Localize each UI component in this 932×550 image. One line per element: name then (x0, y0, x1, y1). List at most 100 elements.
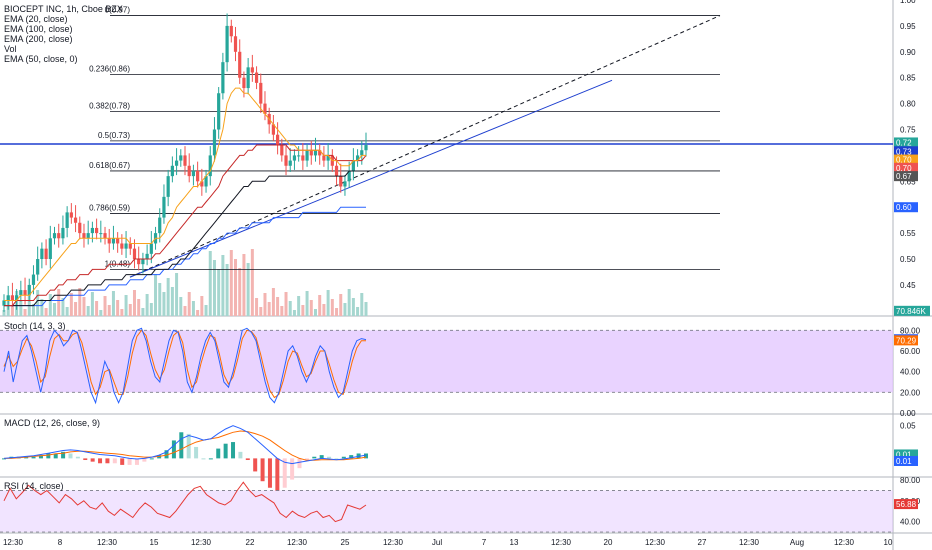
time-tick-label: 8 (58, 538, 63, 547)
volume-bar (339, 294, 343, 316)
volume-bar (74, 302, 78, 316)
time-tick-label: 12:30 (191, 538, 212, 547)
candle-body (57, 233, 61, 239)
price-tick-label: 0.90 (900, 48, 916, 57)
candle-body (48, 238, 52, 260)
time-tick-label: 12:30 (551, 538, 572, 547)
candle-body (86, 233, 90, 239)
candle-body (313, 150, 318, 156)
rsi-band (0, 490, 893, 532)
macd-histogram-bar (364, 453, 368, 459)
volume-bar (191, 301, 195, 316)
stoch-tick-label: 40.00 (900, 368, 921, 377)
candle-body (82, 233, 86, 239)
volume-bar (86, 306, 90, 316)
volume-bar (196, 310, 200, 316)
macd-histogram-bar (120, 458, 125, 465)
volume-bar (36, 290, 40, 316)
macd-histogram-bar (245, 458, 250, 461)
candle-body (326, 155, 330, 161)
candle-body (95, 227, 99, 234)
volume-bar (276, 297, 280, 316)
volume-bar (322, 304, 326, 316)
stoch-band (0, 330, 893, 393)
macd-histogram-bar (297, 458, 302, 469)
volume-bar (111, 291, 115, 316)
time-tick-label: 13 (510, 538, 519, 547)
volume-bar (107, 305, 111, 316)
macd-title: MACD (12, 26, close, 9) (4, 418, 101, 428)
candle-body (343, 181, 347, 187)
macd-tag: 0.01 (896, 450, 912, 459)
macd-histogram-bar (194, 446, 199, 459)
volume-bar (57, 289, 61, 316)
candle-body (162, 196, 166, 218)
candle-body (36, 259, 40, 275)
macd-histogram-bar (90, 458, 95, 462)
time-tick-label: 22 (246, 538, 255, 547)
candle-body (103, 233, 107, 239)
macd-histogram-bar (68, 453, 73, 459)
rsi-tick-label: 40.00 (900, 518, 921, 527)
time-tick-label: 10 (884, 538, 893, 547)
price-tick-label: 1.00 (900, 0, 916, 5)
candle-body (2, 300, 6, 306)
trendline (129, 79, 613, 278)
fib-level-label: 0.236(0.86) (89, 65, 130, 74)
candle-body (183, 155, 187, 166)
volume-bar (23, 309, 27, 316)
candle-body (250, 67, 254, 73)
volume-bar (292, 310, 296, 316)
volume-bar (53, 303, 57, 316)
candle-body (355, 155, 360, 161)
volume-bar (120, 309, 124, 316)
volume-bar (187, 292, 191, 316)
candle-body (191, 170, 196, 177)
volume-bar (280, 306, 284, 316)
candle-body (141, 259, 145, 265)
price-tick-label: 0.75 (900, 126, 916, 135)
macd-histogram-bar (149, 458, 154, 460)
candle-body (179, 155, 183, 161)
candle-body (166, 176, 170, 197)
candle-body (187, 165, 191, 177)
macd-histogram-bar (186, 433, 191, 459)
price-tag-bg (894, 162, 918, 173)
volume-bar (347, 289, 351, 316)
macd-histogram-bar (83, 458, 88, 461)
candle-body (246, 67, 250, 89)
macd-histogram-bar (61, 451, 66, 459)
time-tick-label: Aug (790, 538, 804, 547)
volume-bar (200, 296, 204, 316)
time-tick-label: 12:30 (383, 538, 404, 547)
volume-bar (95, 301, 99, 316)
candle-body (124, 243, 128, 249)
candle-body (99, 233, 103, 235)
stoch-title: Stoch (14, 3, 3) (4, 321, 66, 331)
time-tick-label: 27 (698, 538, 707, 547)
volume-bar (208, 251, 212, 316)
candle-body (200, 181, 204, 187)
volume-bar (263, 293, 267, 316)
macd-histogram-bar (171, 440, 176, 459)
candle-body (40, 248, 44, 260)
candle-body (301, 155, 305, 161)
candle-body (318, 150, 322, 156)
macd-histogram-bar (349, 455, 354, 459)
volume-bar (170, 287, 174, 316)
candle-body (309, 150, 313, 156)
legend-ema100: EMA (100, close) (4, 24, 73, 34)
candle-body (27, 284, 31, 296)
price-tick-label: 0.65 (900, 177, 916, 186)
candle-body (339, 176, 343, 187)
price-tag-bg (894, 137, 918, 148)
volume-bar (162, 292, 166, 316)
candle-body (69, 212, 73, 218)
macd-histogram-bar (238, 451, 243, 459)
macd-histogram-bar (105, 458, 110, 464)
macd-histogram-bar (267, 458, 272, 488)
volume-bar (179, 297, 183, 316)
time-tick-label: 12:30 (287, 538, 308, 547)
stoch-tag-bg (894, 335, 918, 346)
